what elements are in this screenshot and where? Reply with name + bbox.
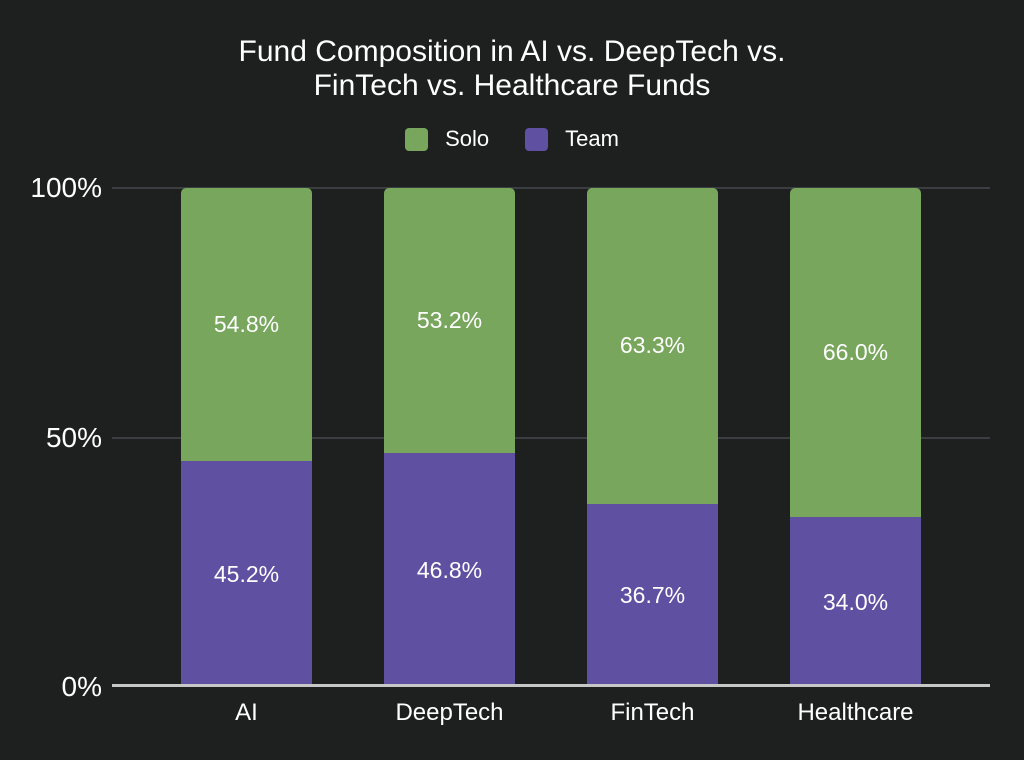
bar-deeptech: 53.2% 46.8% [384, 188, 515, 687]
bar-segment-team-fintech: 36.7% [587, 503, 718, 687]
bar-value-label-team-fintech: 36.7% [619, 581, 686, 608]
bar-ai: 54.8% 45.2% [181, 188, 312, 687]
bars-group: 54.8% 45.2% 53.2% 46.8% 63.3% 36.7% 66.0% 34.0% [181, 188, 921, 687]
y-tick-label-100: 100% [30, 172, 102, 203]
chart-title-line-1: Fund Composition in AI vs. DeepTech vs. [238, 35, 786, 68]
bar-value-label-team-healthcare: 34.0% [822, 588, 889, 615]
gridline-50 [112, 436, 990, 439]
bar-value-label-solo-deeptech: 53.2% [416, 307, 483, 334]
y-tick-label-0: 0% [61, 671, 102, 702]
x-label-healthcare: Healthcare [797, 699, 914, 726]
chart-title: Fund Composition in AI vs. DeepTech vs. … [0, 35, 1024, 103]
y-tick-label-50: 50% [45, 421, 102, 453]
legend-label-team: Team [565, 126, 619, 151]
bar-segment-team-deeptech: 46.8% [384, 453, 515, 687]
bar-value-label-solo-healthcare: 66.0% [822, 339, 889, 366]
x-axis-labels: AI DeepTech FinTech Healthcare [181, 699, 921, 727]
x-label-ai: AI [235, 699, 258, 726]
gridline-100 [112, 187, 990, 189]
bar-value-label-team-ai: 45.2% [213, 560, 280, 587]
legend-item-solo: Solo [405, 126, 489, 152]
legend: Solo Team [0, 126, 1024, 152]
x-label-deeptech: DeepTech [395, 699, 504, 726]
bar-fintech: 63.3% 36.7% [587, 188, 718, 687]
bar-segment-solo-fintech: 63.3% [587, 188, 718, 504]
bar-segment-team-ai: 45.2% [181, 461, 312, 687]
legend-swatch-team-icon [525, 127, 549, 151]
bar-segment-solo-ai: 54.8% [181, 188, 312, 462]
legend-swatch-solo-icon [405, 127, 429, 151]
x-label-fintech: FinTech [610, 699, 695, 726]
bar-value-label-solo-fintech: 63.3% [619, 332, 686, 359]
legend-label-solo: Solo [445, 126, 490, 151]
x-axis-line [112, 684, 990, 687]
bar-value-label-solo-ai: 54.8% [213, 311, 280, 338]
bar-healthcare: 66.0% 34.0% [790, 188, 921, 687]
bar-value-label-team-deeptech: 46.8% [416, 556, 483, 583]
legend-item-team: Team [525, 126, 619, 152]
bar-segment-solo-deeptech: 53.2% [384, 188, 515, 454]
plot-area: 100% 50% 0% 54.8% 45.2% 53.2% 46.8% 63.3% 36.7% 6… [30, 172, 990, 702]
bar-segment-solo-healthcare: 66.0% [790, 188, 921, 518]
chart-title-line-2: FinTech vs. Healthcare Funds [313, 69, 711, 102]
bar-segment-team-healthcare: 34.0% [790, 517, 921, 687]
